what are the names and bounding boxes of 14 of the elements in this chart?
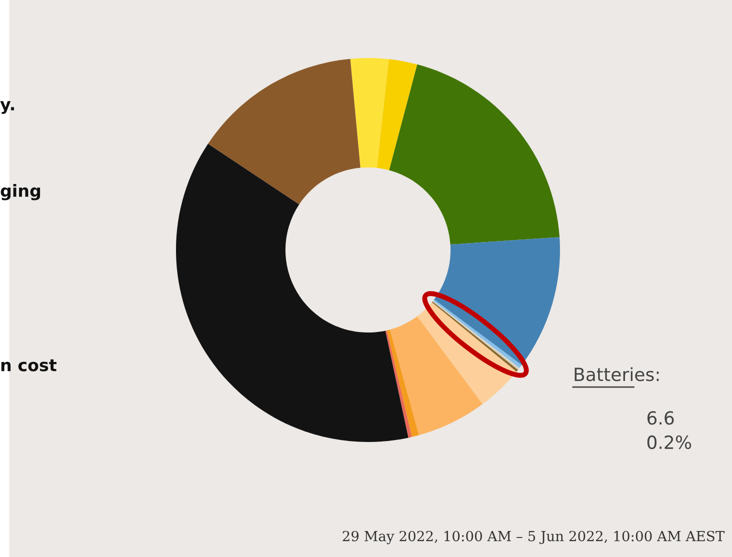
donut-slice xyxy=(390,316,483,436)
donut-slice xyxy=(386,330,419,437)
text: n cost xyxy=(1,359,57,372)
donut-slice xyxy=(208,58,360,204)
donut-slice xyxy=(376,59,418,170)
text: 29 May 2022, 10:00 AM – 5 Jun 2022, 10:00 AM AEST xyxy=(342,530,725,544)
donut-slice xyxy=(385,330,412,438)
text: Batteries: 6.6 0.2% xyxy=(574,367,692,450)
donut-slice xyxy=(434,237,560,366)
donut-slice xyxy=(350,58,389,168)
text: ging xyxy=(0,184,40,200)
text: y. xyxy=(0,101,14,114)
donut-slice xyxy=(389,64,560,244)
donut-slice xyxy=(176,144,408,442)
